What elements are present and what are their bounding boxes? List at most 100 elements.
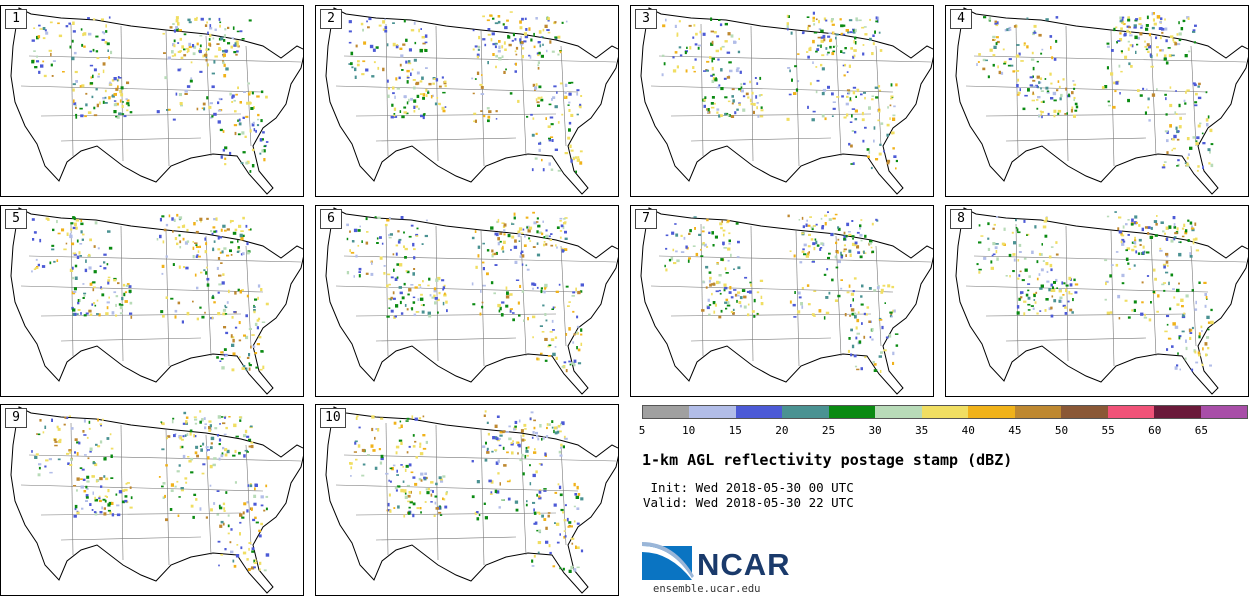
colorbar-segment	[735, 406, 783, 418]
state-border	[435, 225, 439, 362]
colorbar-segment	[782, 406, 829, 418]
state-border	[20, 285, 264, 293]
ensemble-member-panel: 5	[0, 205, 304, 397]
member-number-label: 7	[635, 209, 657, 229]
state-border	[965, 285, 1209, 293]
reflectivity-echoes	[976, 12, 1214, 172]
reflectivity-echoes	[346, 211, 584, 373]
reflectivity-map	[955, 207, 1248, 395]
state-border	[973, 255, 1247, 263]
state-border	[40, 313, 242, 317]
colorbar-tick-label: 20	[775, 424, 789, 437]
state-border	[750, 225, 754, 362]
colorbar-tick-label: 10	[681, 424, 696, 437]
valid-time: Valid: Wed 2018-05-30 22 UTC	[643, 495, 854, 510]
state-border	[375, 137, 517, 142]
colorbar-segment	[1200, 406, 1248, 418]
state-border	[658, 55, 932, 63]
coastline-border	[640, 207, 933, 395]
coastline-border	[325, 207, 618, 395]
state-border	[690, 337, 832, 342]
state-border	[335, 285, 579, 293]
state-border	[480, 29, 485, 167]
colorbar-tick-label: 65	[1194, 424, 1208, 437]
state-border	[28, 454, 302, 462]
colorbar-segment	[968, 406, 1015, 418]
state-border	[355, 512, 557, 516]
ncar-logo-text: NCAR	[697, 547, 791, 582]
state-border	[795, 29, 800, 167]
state-border	[1015, 223, 1019, 357]
reflectivity-map	[10, 207, 303, 395]
state-border	[335, 484, 579, 492]
ensemble-member-panel: 1	[0, 5, 304, 197]
reflectivity-map	[325, 7, 618, 195]
colorbar-segment	[875, 406, 922, 418]
state-border	[1015, 23, 1019, 157]
state-border	[480, 428, 485, 566]
state-border	[700, 223, 704, 357]
coastline-border	[955, 7, 1248, 195]
state-border	[343, 255, 617, 263]
state-border	[70, 23, 74, 157]
figure-title: 1-km AGL reflectivity postage stamp (dBZ…	[642, 451, 1013, 469]
ensemble-member-panel: 10	[315, 404, 619, 596]
reflectivity-map	[325, 406, 618, 594]
state-border	[650, 285, 894, 293]
colorbar-segment	[643, 406, 690, 418]
ensemble-member-panel: 7	[630, 205, 934, 397]
state-border	[690, 137, 832, 142]
state-border	[670, 113, 872, 117]
ensemble-member-panel: 6	[315, 205, 619, 397]
state-border	[28, 255, 302, 263]
member-number-label: 1	[5, 9, 27, 29]
colorbar-tick-label: 60	[1148, 424, 1162, 437]
state-border	[355, 113, 557, 117]
coastline-border	[10, 7, 303, 195]
colorbar-tick-label: 25	[821, 424, 836, 437]
reflectivity-echoes	[31, 16, 269, 173]
state-border	[165, 29, 170, 167]
reflectivity-echoes	[348, 11, 583, 173]
state-border	[343, 55, 617, 63]
state-border	[40, 512, 242, 516]
coastline-border	[10, 207, 303, 395]
colorbar-segment	[1061, 406, 1108, 418]
ensemble-member-panel: 3	[630, 5, 934, 197]
reflectivity-echoes	[661, 11, 898, 170]
member-number-label: 10	[320, 408, 346, 428]
coastline-border	[640, 7, 933, 195]
state-border	[70, 422, 74, 556]
colorbar-tick-label: 30	[868, 424, 882, 437]
state-border	[560, 45, 567, 147]
state-border	[875, 45, 882, 147]
state-border	[20, 85, 264, 93]
colorbar-tick-label: 55	[1101, 424, 1115, 437]
reflectivity-map	[325, 207, 618, 395]
reflectivity-map	[640, 207, 933, 395]
ensemble-member-panel: 8	[945, 205, 1249, 397]
reflectivity-echoes	[349, 410, 584, 573]
state-border	[60, 536, 202, 541]
state-border	[70, 223, 74, 357]
state-border	[480, 229, 485, 367]
state-border	[435, 424, 439, 561]
state-border	[435, 25, 439, 162]
member-number-label: 5	[5, 209, 27, 229]
coastline-border	[955, 207, 1248, 395]
state-border	[520, 434, 527, 556]
state-border	[385, 223, 389, 357]
state-border	[245, 444, 252, 546]
state-border	[1190, 45, 1197, 147]
coastline-border	[325, 406, 618, 594]
colorbar-segment	[921, 406, 969, 418]
reflectivity-colorbar	[642, 405, 1248, 419]
state-border	[520, 35, 527, 157]
state-border	[1110, 29, 1115, 167]
member-number-label: 8	[950, 209, 972, 229]
state-border	[120, 225, 124, 362]
reflectivity-echoes	[31, 213, 269, 372]
state-border	[1065, 225, 1069, 362]
colorbar-segment	[1154, 406, 1201, 418]
reflectivity-echoes	[31, 410, 270, 572]
